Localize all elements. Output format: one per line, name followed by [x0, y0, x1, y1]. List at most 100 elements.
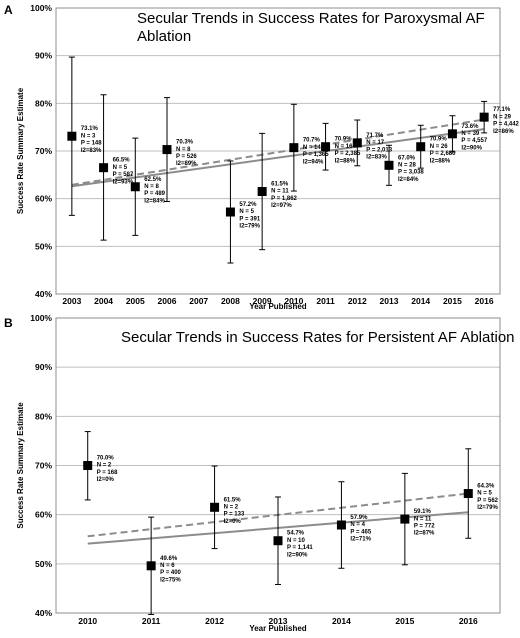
data-point-marker	[225, 207, 235, 217]
chart-panel-a: 40% 50% 60% 70% 80% 90% 100% 2003 2004 2005 2006 20…	[4, 3, 520, 311]
trend-line-solid	[71, 128, 485, 188]
x-tick-label: 2013	[380, 296, 399, 306]
plot-area	[55, 7, 501, 295]
data-point-label-line: P = 465	[350, 529, 371, 535]
data-point-group: 70.9% N = 16 P = 2,385 I2=88%	[321, 122, 361, 171]
x-tick-label: 2005	[126, 296, 145, 306]
chart-title: Secular Trends in Success Rates for Pers…	[121, 329, 515, 346]
data-point-label: 54.7% N = 10 P = 1,141 I2=90%	[287, 531, 313, 559]
data-point-label-line: P = 4,442	[493, 122, 519, 128]
data-point-label: 67.0% N = 28 P = 3,038 I2=84%	[398, 155, 424, 183]
data-point-label-line: 64.3%	[477, 484, 495, 490]
data-point-label-line: 73.1%	[81, 126, 99, 132]
data-point-label: 71.7% N = 17 P = 2,013 I2=83%	[366, 133, 392, 161]
x-tick-label: 2007	[189, 296, 208, 306]
data-point-marker	[273, 536, 283, 546]
data-point-label: 61.5% N = 2 P = 133 I2=0%	[224, 497, 245, 525]
data-point-group: 67.0% N = 28 P = 3,038 I2=84%	[384, 144, 424, 186]
data-point-label-line: I2=79%	[239, 224, 260, 230]
y-tick-label: 80%	[35, 98, 52, 108]
data-point-label-line: P = 1,141	[287, 545, 313, 551]
data-point-label-line: N = 2	[224, 504, 239, 510]
data-point-label-line: N = 6	[160, 563, 175, 569]
data-point-label-line: 57.9%	[350, 515, 368, 521]
data-point-marker	[321, 142, 331, 152]
data-point-group: 54.7% N = 10 P = 1,141 I2=90%	[273, 496, 313, 585]
data-point-label-line: 70.9%	[430, 137, 448, 143]
data-point-label-line: I2=0%	[224, 519, 242, 525]
data-point-label: 70.9% N = 16 P = 2,385 I2=88%	[335, 137, 361, 165]
x-tick-label: 2011	[316, 296, 335, 306]
data-point-label-line: 54.7%	[287, 531, 305, 537]
data-point-label-line: P = 3,038	[398, 170, 424, 176]
data-point-label-line: I2=84%	[144, 198, 165, 204]
data-point-label-line: I2=97%	[271, 203, 292, 209]
data-point-label-line: I2=88%	[430, 158, 451, 164]
data-point-marker	[352, 138, 362, 148]
data-point-label-line: 70.7%	[303, 138, 321, 144]
data-point-label-line: N = 8	[176, 147, 191, 153]
data-point-label-line: P = 2,680	[430, 151, 456, 157]
x-tick-label: 2009	[253, 296, 272, 306]
data-point-label-line: P = 400	[160, 570, 181, 576]
x-tick-label: 2008	[221, 296, 240, 306]
data-point-marker	[400, 514, 410, 524]
y-tick-label: 90%	[35, 51, 52, 61]
data-point-label-line: P = 1,365	[303, 152, 329, 158]
y-tick-label: 70%	[35, 146, 52, 156]
x-tick-label: 2003	[62, 296, 81, 306]
x-tick-label: 2013	[269, 616, 288, 626]
data-point-label-line: 66.5%	[113, 158, 131, 164]
data-point-marker	[210, 502, 220, 512]
data-point-label-line: 70.3%	[176, 140, 194, 146]
data-point-label: 70.7% N = 14 P = 1,365 I2=94%	[303, 138, 329, 166]
data-point-marker	[162, 145, 172, 155]
y-tick-label: 100%	[30, 313, 52, 323]
data-point-label-line: I2=94%	[303, 159, 324, 165]
data-point-marker	[67, 131, 77, 141]
trend-line-dashed	[71, 118, 485, 186]
data-point-label-line: I2=71%	[350, 537, 371, 543]
y-tick-label: 50%	[35, 559, 52, 569]
chart-title-line: Secular Trends in Success Rates for Paro…	[137, 10, 485, 27]
data-point-label-line: N = 26	[430, 144, 449, 150]
chart-title-line: Ablation	[137, 28, 191, 45]
data-point-label-line: N = 28	[398, 163, 417, 169]
x-tick-label: 2015	[395, 616, 414, 626]
data-point-marker	[479, 112, 489, 122]
x-tick-label: 2012	[348, 296, 367, 306]
data-point-label-line: 77.1%	[493, 107, 511, 113]
data-point-marker	[447, 129, 457, 139]
data-point-label-line: P = 526	[176, 154, 197, 160]
panel-letter: B	[4, 316, 13, 330]
data-point-group: 73.6% N = 39 P = 4,557 I2=90%	[447, 115, 488, 153]
x-axis-label: Year Published	[249, 302, 306, 311]
data-point-label-line: N = 5	[239, 209, 254, 215]
data-point-label-line: 73.6%	[461, 124, 479, 130]
data-point-label-line: I2=90%	[287, 552, 308, 558]
data-point-label-line: I2=88%	[335, 158, 356, 164]
data-point-label: 73.1% N = 3 P = 148 I2=83%	[81, 126, 102, 154]
x-tick-label: 2010	[78, 616, 97, 626]
x-tick-label: 2006	[158, 296, 177, 306]
data-point-marker	[83, 461, 93, 470]
y-tick-label: 50%	[35, 241, 52, 251]
x-tick-label: 2011	[142, 616, 161, 626]
data-point-label-line: N = 11	[414, 516, 432, 522]
data-point-label: 61.5% N = 11 P = 1,862 I2=97%	[271, 182, 297, 210]
data-point-label-line: I2=93%	[113, 179, 134, 185]
data-point-label-line: 61.5%	[224, 497, 242, 503]
data-point-label-line: P = 489	[144, 191, 165, 197]
data-point-label-line: N = 3	[81, 133, 96, 139]
x-tick-label: 2015	[443, 296, 462, 306]
y-tick-label: 40%	[35, 608, 52, 618]
